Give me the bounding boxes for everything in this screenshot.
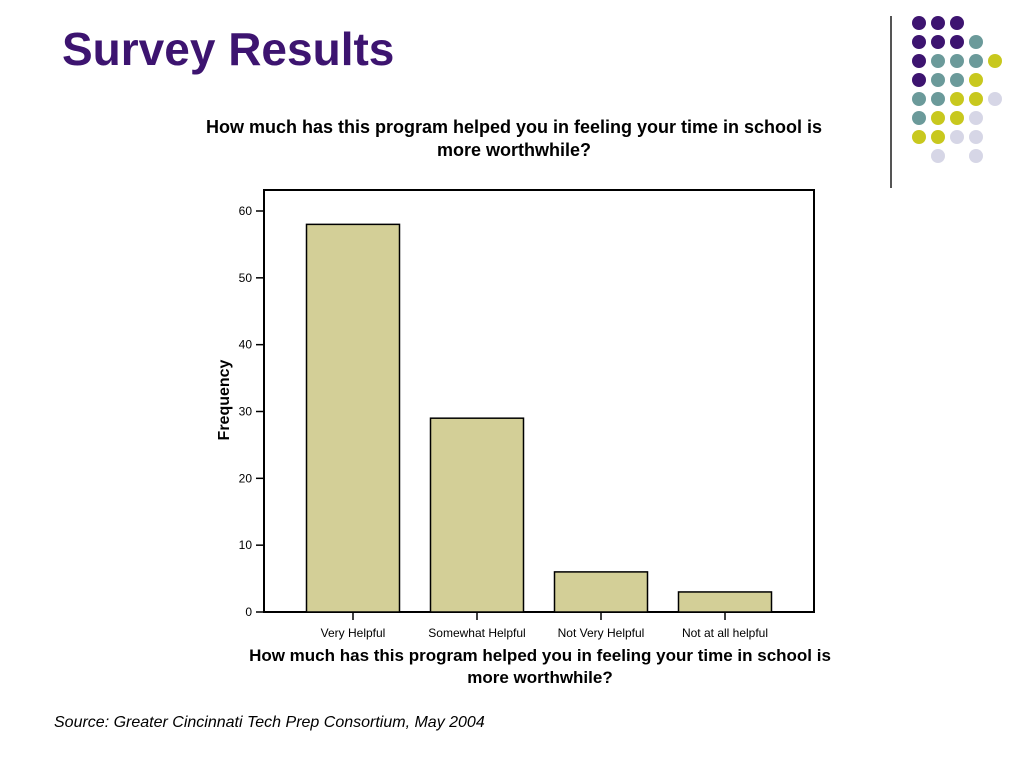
decorative-dot [931, 54, 945, 68]
decorative-dot [969, 54, 983, 68]
y-tick-label: 10 [239, 538, 253, 552]
source-citation: Source: Greater Cincinnati Tech Prep Con… [54, 714, 485, 731]
y-tick-label: 30 [239, 405, 253, 419]
vertical-divider [890, 16, 892, 188]
decorative-dot [988, 54, 1002, 68]
decorative-dot [969, 111, 983, 125]
decorative-dot [950, 73, 964, 87]
decorative-dot [912, 111, 926, 125]
decorative-dot [931, 111, 945, 125]
decorative-dot [950, 54, 964, 68]
decorative-dot [912, 92, 926, 106]
decorative-dot [969, 73, 983, 87]
decorative-dot [969, 35, 983, 49]
decorative-dot [912, 130, 926, 144]
y-axis-label: Frequency [216, 359, 233, 440]
decorative-dot-grid [912, 16, 1002, 163]
decorative-dot [931, 92, 945, 106]
x-tick-label: Somewhat Helpful [428, 626, 525, 640]
y-tick-label: 20 [239, 471, 253, 485]
decorative-dot [950, 130, 964, 144]
decorative-dot [950, 111, 964, 125]
decorative-dot [969, 130, 983, 144]
decorative-dot [931, 35, 945, 49]
decorative-dot [931, 130, 945, 144]
decorative-dot [950, 16, 964, 30]
decorative-dot [912, 73, 926, 87]
x-axis-title: How much has this program helped you in … [249, 646, 831, 687]
x-tick-label: Not at all helpful [682, 626, 768, 640]
y-tick-label: 60 [239, 204, 253, 218]
x-tick-label: Very Helpful [321, 626, 386, 640]
decorative-dot [931, 73, 945, 87]
decorative-dot [931, 149, 945, 163]
slide-title: Survey Results [62, 23, 395, 75]
decorative-dot [950, 92, 964, 106]
bar [553, 571, 649, 613]
chart-title: How much has this program helped you in … [205, 117, 823, 160]
bar [305, 223, 401, 613]
decorative-dot [931, 16, 945, 30]
decorative-dot [912, 16, 926, 30]
decorative-dot [912, 35, 926, 49]
decorative-dot [988, 92, 1002, 106]
bar [429, 417, 525, 613]
decorative-dot [950, 35, 964, 49]
y-tick-label: 0 [245, 605, 252, 619]
decorative-dot [969, 149, 983, 163]
bar [677, 591, 773, 613]
x-tick-label: Not Very Helpful [558, 626, 645, 640]
decorative-dot [969, 92, 983, 106]
y-tick-label: 40 [239, 338, 253, 352]
plot-frame [263, 189, 815, 613]
y-tick-label: 50 [239, 271, 253, 285]
decorative-dot [912, 54, 926, 68]
